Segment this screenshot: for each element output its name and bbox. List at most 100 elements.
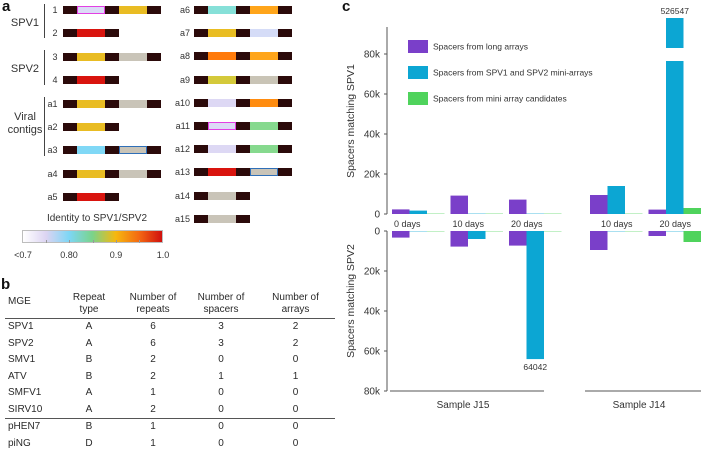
table-row: SMFV1 A 1 0 0	[5, 385, 335, 402]
array-row-label: a4	[47, 168, 58, 179]
array-row-label: a1	[47, 98, 58, 109]
group-bracket-viral-contigs	[44, 97, 45, 156]
bar-series0-spv1-cat0	[392, 209, 410, 214]
legend-swatch	[408, 40, 428, 53]
spacer-block	[119, 52, 147, 61]
repeat-block	[194, 52, 208, 61]
repeat-block	[194, 191, 208, 200]
spacer-block	[119, 99, 147, 108]
array-row-label: a13	[174, 167, 190, 178]
table-cell: 1	[218, 370, 224, 382]
repeat-block	[194, 214, 208, 223]
colorbar-tick	[115, 240, 117, 243]
array-row-label: a15	[174, 213, 190, 224]
array-row-label: 4	[52, 75, 58, 86]
colorbar-tick	[138, 240, 140, 243]
repeat-block	[194, 168, 208, 177]
array-row-label: a7	[179, 28, 190, 39]
bar-series2-spv1-cat2	[544, 213, 562, 214]
crispr-array	[194, 191, 250, 200]
spacer-block	[77, 123, 105, 131]
repeat-block	[147, 6, 161, 14]
spacer-block	[208, 75, 236, 84]
crispr-array	[63, 123, 119, 131]
bar-series2-spv2-cat0	[427, 231, 445, 232]
array-row-label: a6	[179, 5, 190, 15]
array-row: 4	[0, 75, 300, 86]
bar-series0-spv2-cat0	[392, 231, 410, 238]
bar-series2-spv2-cat2	[544, 231, 562, 232]
spacer-block	[77, 169, 105, 178]
y-tick-label-spv1: 0	[374, 210, 380, 221]
table-cell: A	[58, 401, 120, 419]
table-header-line: repeats	[136, 303, 170, 315]
table-cell: 6	[150, 321, 156, 332]
panel-a-letter: a	[2, 0, 11, 15]
spacer-block	[77, 146, 105, 155]
table-cell: 3	[218, 321, 224, 332]
colorbar-tick	[92, 240, 94, 243]
table-cell: 0	[218, 354, 224, 365]
crispr-array	[63, 52, 161, 61]
bar-series0-spv1-cat1	[450, 195, 468, 214]
y-tick-label-spv2: 60k	[364, 347, 381, 358]
repeat-block	[236, 122, 250, 130]
repeat-block	[194, 122, 208, 130]
table-cell: SMFV1	[8, 387, 42, 398]
spacer-block	[250, 52, 278, 61]
repeat-block	[63, 52, 77, 61]
table-cell: 0	[256, 435, 335, 449]
bar-series2-spv2-cat4	[683, 231, 701, 242]
array-row-label: a10	[174, 97, 190, 108]
repeat-block	[236, 75, 250, 84]
repeat-block	[147, 169, 161, 178]
array-row-label: a8	[179, 51, 190, 62]
bar-series2-spv1-cat4	[683, 208, 701, 214]
bar-series2-spv1-cat3	[625, 213, 643, 214]
colorbar-tick-label: 0.9	[109, 250, 123, 260]
crispr-array	[63, 193, 119, 202]
spacer-block	[119, 146, 147, 155]
repeat-block	[63, 99, 77, 108]
table-row: piNG D 1 0 0	[5, 435, 335, 449]
repeat-block	[236, 52, 250, 61]
table-cell: 0	[292, 354, 299, 365]
y-tick-label-spv2: 0	[374, 227, 380, 238]
data-label: 526547	[661, 6, 690, 16]
table-cell: 0	[292, 387, 299, 398]
spacer-block	[208, 98, 236, 107]
repeat-block	[236, 98, 250, 107]
crispr-array	[194, 75, 292, 84]
repeat-block	[236, 29, 250, 38]
repeat-block	[278, 168, 292, 177]
spacer-block	[77, 29, 105, 38]
array-row: a10	[0, 97, 300, 108]
repeat-block	[194, 145, 208, 154]
table-header-line: type	[79, 303, 99, 315]
repeat-block	[63, 193, 77, 202]
category-label: 10 days	[601, 219, 633, 229]
table-cell: SIRV10	[5, 401, 58, 419]
spacer-block	[250, 6, 278, 14]
bar-series0-spv1-cat4	[648, 209, 666, 214]
repeat-block	[63, 169, 77, 178]
array-row: a12	[0, 144, 300, 155]
table-cell: B	[85, 370, 93, 382]
bar-series0-spv1-cat2	[509, 199, 527, 214]
spacer-block	[208, 52, 236, 61]
repeat-block	[194, 29, 208, 38]
repeat-block	[105, 193, 119, 202]
repeat-block	[63, 29, 77, 38]
repeat-block	[63, 6, 77, 14]
repeat-block	[236, 168, 250, 177]
array-row-label: a9	[179, 74, 190, 85]
repeat-block	[278, 6, 292, 14]
group-label: Sample J14	[613, 400, 666, 411]
y-tick-label-spv1: 60k	[364, 90, 381, 101]
spacer-block	[208, 214, 236, 223]
array-row-label: a12	[174, 144, 190, 155]
group-bracket-spv1	[44, 4, 45, 38]
table-cell: A	[85, 337, 93, 349]
bar-series0-spv2-cat3	[590, 231, 608, 250]
